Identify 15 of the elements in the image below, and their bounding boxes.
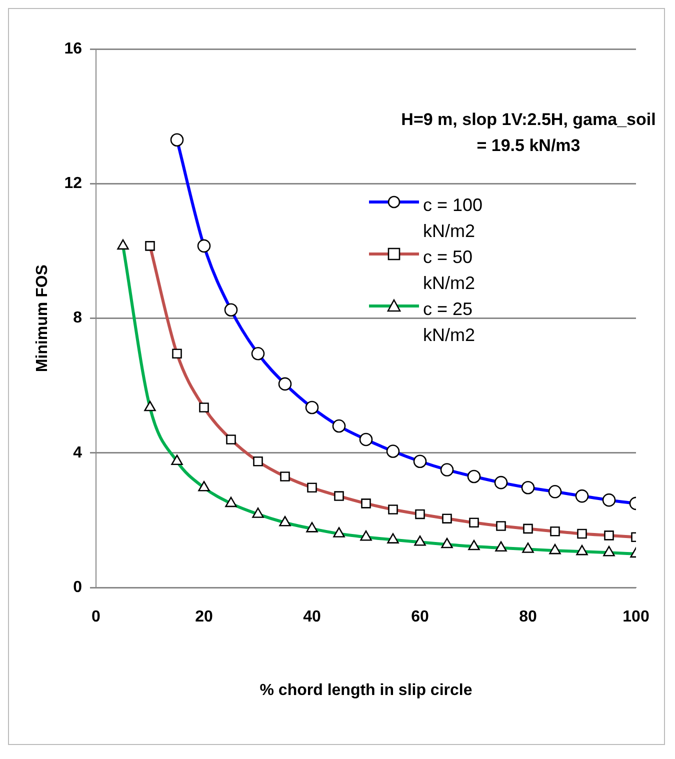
x-tick-label: 80 bbox=[519, 608, 537, 626]
y-tick-label: 8 bbox=[73, 310, 82, 327]
y-axis-title: Minimum FOS bbox=[34, 264, 52, 372]
annotation: H=9 m, slop 1V:2.5H, gama_soil = 19.5 kN/m3 bbox=[401, 109, 656, 157]
x-axis-title: % chord length in slip circle bbox=[260, 682, 472, 699]
y-tick-label: 12 bbox=[64, 175, 82, 192]
x-tick-label: 100 bbox=[622, 608, 650, 626]
y-tick-label: 16 bbox=[64, 40, 82, 58]
y-tick-label: 0 bbox=[73, 579, 82, 596]
y-tick-label: 4 bbox=[73, 444, 82, 462]
x-tick-label: 0 bbox=[92, 608, 101, 626]
legend-label: c = 25 kN/m2 bbox=[423, 298, 476, 347]
x-tick-label: 40 bbox=[303, 608, 321, 626]
x-tick-label: 60 bbox=[411, 608, 429, 626]
x-tick-label: 20 bbox=[195, 608, 213, 626]
